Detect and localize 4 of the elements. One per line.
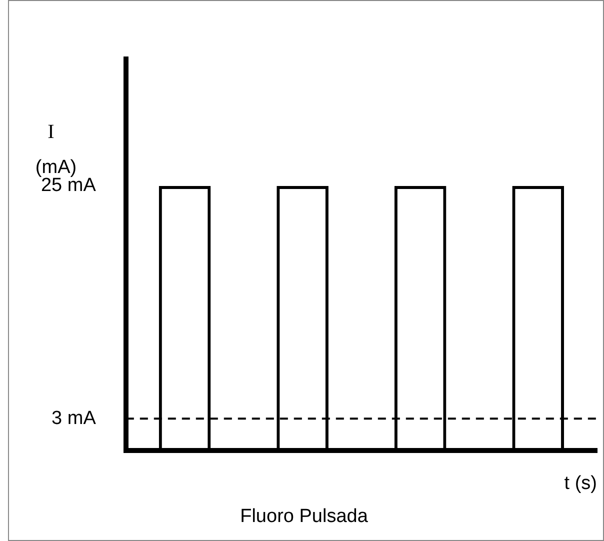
y-tick-label: 3 mA bbox=[52, 408, 96, 429]
x-axis-title: t (s) bbox=[564, 473, 597, 494]
text: Fluoro Pulsada bbox=[240, 506, 368, 527]
y-axis-title: I (mA) bbox=[35, 121, 77, 178]
